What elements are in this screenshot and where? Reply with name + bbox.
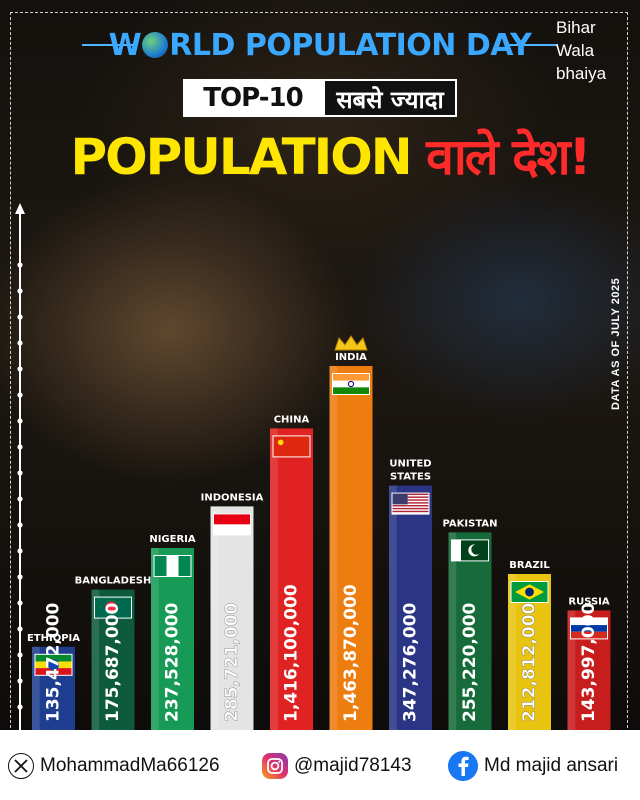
value-label: 135,472,000 xyxy=(44,602,64,722)
y-axis-dot xyxy=(17,626,23,632)
value-label: 143,997,000 xyxy=(579,602,599,722)
subtitle-hindi: सबसे ज्यादा xyxy=(323,79,457,117)
value-label: 285,721,000 xyxy=(222,602,242,722)
headline-highlight: वाले देश! xyxy=(426,128,591,186)
bar-highlight xyxy=(448,532,457,730)
x-social[interactable]: MohammadMa66126 xyxy=(8,752,220,780)
page-title: W RLD POPULATION DAY xyxy=(100,26,540,66)
bar-highlight xyxy=(389,485,397,730)
value-label: 212,812,000 xyxy=(520,602,540,722)
flag-indonesia-icon xyxy=(213,513,251,536)
flag-russia-icon xyxy=(570,617,608,640)
poster-background: W RLD POPULATION DAY Bihar Wala bhaiya TO… xyxy=(0,0,640,730)
brand-name: Bihar Wala bhaiya xyxy=(556,16,636,85)
globe-icon xyxy=(142,32,169,58)
y-axis-dot xyxy=(17,366,23,372)
title-left-line xyxy=(82,44,134,46)
flag-pakistan-icon xyxy=(451,539,489,562)
subtitle-top10: TOP-10 xyxy=(183,79,323,117)
flag-brazil-icon xyxy=(510,581,549,603)
y-axis-dot xyxy=(17,288,23,294)
y-axis-arrow xyxy=(15,203,25,214)
instagram-icon xyxy=(262,753,288,779)
facebook-social[interactable]: Md majid ansari xyxy=(448,751,619,781)
bar-highlight xyxy=(508,574,516,730)
bar-highlight xyxy=(91,589,100,730)
title-prefix: W xyxy=(108,28,142,63)
value-label: 255,220,000 xyxy=(460,602,480,722)
category-label: ETHIOPIA xyxy=(27,633,80,644)
crown-icon xyxy=(334,335,368,351)
flag-nigeria-icon xyxy=(153,555,192,577)
x-handle: MohammadMa66126 xyxy=(40,755,220,776)
bar-highlight xyxy=(567,610,576,730)
value-label: 1,416,100,000 xyxy=(282,584,302,722)
title-right-line xyxy=(506,44,558,46)
bar xyxy=(448,532,492,730)
bar-highlight xyxy=(151,548,159,730)
y-axis-dot xyxy=(17,418,23,424)
value-label: 347,276,000 xyxy=(401,602,421,722)
flag-ethiopia-icon xyxy=(34,653,73,676)
bar-highlight xyxy=(270,428,278,730)
facebook-name: Md majid ansari xyxy=(484,755,619,776)
footer xyxy=(0,730,640,800)
dashed-frame xyxy=(10,12,628,728)
y-axis-dot xyxy=(17,704,23,710)
value-label: 175,687,000 xyxy=(103,602,123,722)
category-label: RUSSIA xyxy=(568,596,609,607)
bar-highlight xyxy=(32,646,40,730)
y-axis-dot xyxy=(17,600,23,606)
y-axis-dot xyxy=(17,678,23,684)
bar xyxy=(329,366,373,730)
bar xyxy=(389,485,432,730)
y-axis-dot xyxy=(17,392,23,398)
y-axis-dot xyxy=(17,262,23,268)
value-label: 1,463,870,000 xyxy=(341,584,361,722)
instagram-social[interactable]: @majid78143 xyxy=(262,752,412,780)
category-label: NIGERIA xyxy=(149,534,196,545)
headline-main: POPULATION xyxy=(70,128,413,186)
flag-usa-icon xyxy=(391,492,430,515)
facebook-icon xyxy=(448,751,478,781)
value-label: 237,528,000 xyxy=(163,602,183,722)
category-label: INDONESIA xyxy=(201,492,264,503)
bar xyxy=(210,506,254,730)
bar-highlight xyxy=(210,506,219,730)
flag-china-icon xyxy=(272,435,311,458)
y-axis-dot xyxy=(17,470,23,476)
y-axis-dot xyxy=(17,548,23,554)
y-axis-dot xyxy=(17,340,23,346)
category-label: BANGLADESH xyxy=(75,576,152,587)
brand-line: Bihar xyxy=(556,18,596,37)
headline: POPULATION वाले देश! xyxy=(60,122,600,192)
category-label: PAKISTAN xyxy=(443,518,498,529)
subtitle: TOP-10 सबसे ज्यादा xyxy=(183,79,457,117)
y-axis-dot xyxy=(17,496,23,502)
x-logo-icon xyxy=(8,753,34,779)
category-label: UNITED xyxy=(389,459,431,470)
flag-india-icon xyxy=(332,373,370,395)
bar-highlight xyxy=(329,366,338,730)
title-suffix: RLD POPULATION DAY xyxy=(169,28,532,63)
y-axis-dot xyxy=(17,522,23,528)
brand-line: bhaiya xyxy=(556,64,607,83)
flag-bangladesh-icon xyxy=(94,596,132,619)
category-label: CHINA xyxy=(274,414,310,425)
category-label: BRAZIL xyxy=(509,560,550,571)
y-axis-dot xyxy=(17,652,23,658)
category-label: INDIA xyxy=(335,352,367,363)
category-label: STATES xyxy=(390,472,431,483)
y-axis-dot xyxy=(17,314,23,320)
bar xyxy=(270,428,313,730)
bar xyxy=(151,548,194,730)
instagram-handle: @majid78143 xyxy=(294,755,412,776)
y-axis-dot xyxy=(17,444,23,450)
brand-line: Wala xyxy=(556,41,595,60)
y-axis-dot xyxy=(17,574,23,580)
